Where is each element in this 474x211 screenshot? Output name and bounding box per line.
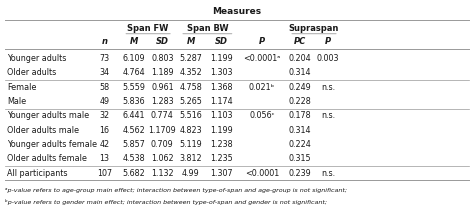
Text: Younger adults: Younger adults [7, 54, 66, 63]
Text: SD: SD [215, 37, 228, 46]
Text: 1.238: 1.238 [210, 140, 233, 149]
Text: 0.315: 0.315 [289, 154, 311, 163]
Text: 6.109: 6.109 [123, 54, 145, 63]
Text: 0.314: 0.314 [289, 68, 311, 77]
Text: M: M [187, 37, 195, 46]
Text: 49: 49 [99, 97, 109, 106]
Text: 1.199: 1.199 [210, 54, 233, 63]
Text: 5.516: 5.516 [180, 111, 202, 120]
Text: 1.132: 1.132 [151, 169, 173, 178]
Text: 5.836: 5.836 [123, 97, 145, 106]
Text: Younger adults female: Younger adults female [7, 140, 97, 149]
Text: 4.99: 4.99 [182, 169, 200, 178]
Text: 4.823: 4.823 [180, 126, 202, 135]
Text: 0.003: 0.003 [317, 54, 339, 63]
Text: n.s.: n.s. [321, 169, 335, 178]
Text: 0.249: 0.249 [289, 83, 311, 92]
Text: 5.682: 5.682 [123, 169, 145, 178]
Text: Supraspan: Supraspan [289, 24, 339, 33]
Text: 0.224: 0.224 [289, 140, 311, 149]
Text: 107: 107 [97, 169, 112, 178]
Text: <0.0001ᵃ: <0.0001ᵃ [243, 54, 281, 63]
Text: 4.758: 4.758 [180, 83, 202, 92]
Text: 0.314: 0.314 [289, 126, 311, 135]
Text: 34: 34 [99, 68, 109, 77]
Text: 1.235: 1.235 [210, 154, 233, 163]
Text: 0.774: 0.774 [151, 111, 173, 120]
Text: 32: 32 [99, 111, 109, 120]
Text: 3.812: 3.812 [180, 154, 202, 163]
Text: 4.562: 4.562 [123, 126, 145, 135]
Text: All participants: All participants [7, 169, 68, 178]
Text: M: M [130, 37, 138, 46]
Text: 1.103: 1.103 [210, 111, 233, 120]
Text: 16: 16 [99, 126, 109, 135]
Text: 5.265: 5.265 [179, 97, 202, 106]
Text: P: P [259, 37, 265, 46]
Text: 58: 58 [99, 83, 109, 92]
Text: 0.178: 0.178 [289, 111, 311, 120]
Text: 1.368: 1.368 [210, 83, 233, 92]
Text: Female: Female [7, 83, 36, 92]
Text: Measures: Measures [212, 7, 262, 16]
Text: 1.174: 1.174 [210, 97, 233, 106]
Text: P: P [325, 37, 331, 46]
Text: 1.303: 1.303 [210, 68, 233, 77]
Text: 1.189: 1.189 [151, 68, 173, 77]
Text: Younger adults male: Younger adults male [7, 111, 89, 120]
Text: n.s.: n.s. [321, 83, 335, 92]
Text: 5.559: 5.559 [122, 83, 146, 92]
Text: 6.441: 6.441 [123, 111, 145, 120]
Text: 1.307: 1.307 [210, 169, 233, 178]
Text: 0.021ᵇ: 0.021ᵇ [249, 83, 275, 92]
Text: 1.283: 1.283 [151, 97, 173, 106]
Text: PC: PC [294, 37, 306, 46]
Text: SD: SD [156, 37, 169, 46]
Text: 4.352: 4.352 [180, 68, 202, 77]
Text: 1.062: 1.062 [151, 154, 173, 163]
Text: 0.239: 0.239 [289, 169, 311, 178]
Text: ᵃp-value refers to age-group main effect; interaction between type-of-span and a: ᵃp-value refers to age-group main effect… [5, 188, 347, 193]
Text: 5.857: 5.857 [122, 140, 146, 149]
Text: Span FW: Span FW [128, 24, 169, 33]
Text: 0.709: 0.709 [151, 140, 173, 149]
Text: ᵇp-value refers to gender main effect; interaction between type-of-span and gend: ᵇp-value refers to gender main effect; i… [5, 199, 327, 205]
Text: <0.0001: <0.0001 [245, 169, 279, 178]
Text: 42: 42 [99, 140, 109, 149]
Text: 1.199: 1.199 [210, 126, 233, 135]
Text: 5.287: 5.287 [179, 54, 202, 63]
Text: 0.204: 0.204 [289, 54, 311, 63]
Text: 13: 13 [99, 154, 109, 163]
Text: 4.764: 4.764 [123, 68, 145, 77]
Text: Older adults female: Older adults female [7, 154, 87, 163]
Text: 0.056ᶜ: 0.056ᶜ [249, 111, 274, 120]
Text: 1.1709: 1.1709 [148, 126, 176, 135]
Text: 0.803: 0.803 [151, 54, 173, 63]
Text: n.s.: n.s. [321, 111, 335, 120]
Text: 0.228: 0.228 [289, 97, 311, 106]
Text: 73: 73 [99, 54, 109, 63]
Text: n: n [101, 37, 107, 46]
Text: 0.961: 0.961 [151, 83, 173, 92]
Text: Older adults: Older adults [7, 68, 56, 77]
Text: 5.119: 5.119 [180, 140, 202, 149]
Text: 4.538: 4.538 [123, 154, 145, 163]
Text: Older adults male: Older adults male [7, 126, 79, 135]
Text: Span BW: Span BW [187, 24, 228, 33]
Text: Male: Male [7, 97, 26, 106]
